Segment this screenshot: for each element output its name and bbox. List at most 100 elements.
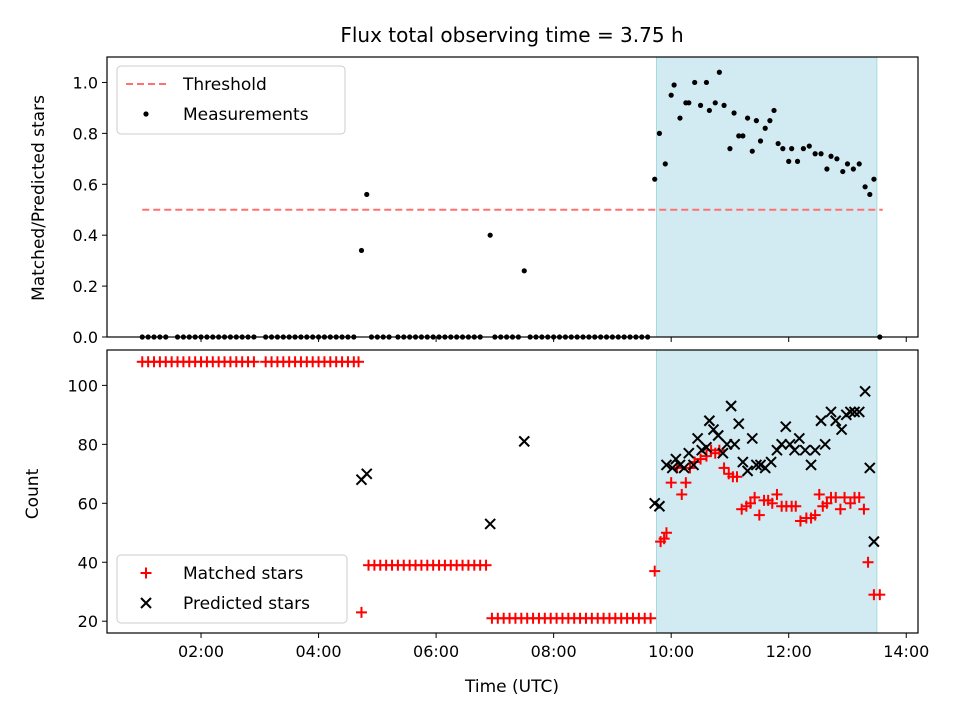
measurement-point — [731, 110, 737, 116]
measurement-point — [706, 107, 712, 114]
marker-stroke — [737, 456, 749, 468]
matched-star-marker — [839, 491, 851, 503]
measurement-point — [668, 92, 674, 98]
predicted-star-marker — [788, 444, 801, 456]
measurement-point — [812, 151, 818, 157]
predicted-star-marker — [799, 444, 811, 456]
y-tick-label: 60 — [78, 494, 98, 513]
measurement-point — [656, 130, 663, 136]
matched-star-marker — [731, 471, 743, 483]
predicted-star-marker — [868, 535, 880, 548]
y-tick-label: 0.6 — [73, 175, 98, 194]
marker-stroke — [660, 459, 673, 471]
matched-star-marker — [700, 450, 712, 462]
measurement-point — [789, 146, 795, 152]
measurement-point — [521, 268, 527, 274]
matched-star-marker — [676, 488, 688, 500]
measurement-point — [800, 146, 807, 152]
chart-title: Flux total observing time = 3.75 h — [340, 23, 683, 47]
marker-stroke — [750, 459, 763, 471]
predicted-star-marker — [864, 462, 876, 474]
legend-measurements-label: Measurements — [183, 105, 309, 125]
predicted-star-marker — [750, 459, 763, 471]
measurement-point — [721, 102, 727, 108]
matched-star-marker — [649, 565, 661, 577]
matched-star-marker — [480, 559, 492, 571]
marker-stroke — [653, 500, 666, 512]
measurement-point — [358, 247, 365, 254]
marker-stroke — [707, 423, 720, 436]
predicted-star-marker — [683, 447, 695, 459]
measurement-point — [727, 146, 733, 152]
matched-star-marker — [248, 356, 260, 368]
measurement-point — [818, 151, 824, 157]
marker-stroke — [678, 462, 690, 474]
measurement-point — [762, 125, 768, 131]
x-tick-label: 02:00 — [178, 642, 224, 661]
predicted-star-marker — [666, 462, 679, 474]
matched-star-marker — [844, 497, 856, 509]
marker-stroke — [825, 406, 837, 418]
predicted-star-marker — [737, 456, 749, 468]
marker-stroke — [518, 435, 530, 448]
predicted-star-marker — [660, 459, 673, 471]
predicted-star-marker — [775, 438, 788, 451]
x-tick-label: 12:00 — [766, 642, 812, 661]
predicted-star-marker — [733, 417, 745, 430]
measurement-point — [862, 184, 868, 190]
marker-stroke — [687, 459, 700, 471]
matched-star-marker — [874, 589, 886, 601]
observing-window-shade — [655, 349, 878, 634]
matched-star-marker — [809, 509, 821, 521]
marker-stroke — [848, 406, 861, 418]
matched-star-marker — [794, 515, 806, 527]
predicted-star-marker — [687, 459, 700, 471]
marker-stroke — [712, 429, 724, 442]
legend-predicted-swatch — [140, 597, 152, 609]
measurement-point — [786, 158, 792, 164]
legend-threshold-label: Threshold — [182, 75, 267, 95]
matched-star-marker — [813, 488, 825, 500]
predicted-star-marker — [844, 406, 857, 418]
predicted-star-marker — [848, 406, 861, 418]
predicted-star-marker — [653, 500, 666, 512]
matched-star-marker — [355, 606, 367, 618]
measurement-point — [775, 140, 781, 147]
observing-window-shade — [655, 56, 878, 338]
legend-box — [116, 554, 348, 624]
marker-stroke — [780, 420, 792, 433]
marker-stroke — [815, 415, 827, 427]
y-tick-label: 40 — [78, 553, 98, 572]
measurement-point — [744, 115, 751, 121]
predicted-star-marker — [518, 435, 530, 448]
measurement-point — [867, 191, 873, 198]
measurement-point — [692, 79, 698, 86]
marker-stroke — [717, 447, 729, 459]
matched-star-marker — [353, 356, 365, 368]
y-tick-label: 0.2 — [73, 277, 98, 296]
measurement-point — [652, 176, 658, 182]
measurement-point — [840, 168, 846, 175]
measurement-point — [767, 118, 773, 124]
marker-stroke — [844, 406, 857, 418]
predicted-star-marker — [859, 385, 871, 397]
measurement-point — [794, 158, 801, 164]
marker-stroke — [853, 406, 865, 418]
measurement-point — [736, 133, 742, 139]
matched-star-marker — [645, 612, 657, 624]
legend-predicted-label: Predicted stars — [183, 594, 310, 614]
x-tick-label: 06:00 — [413, 642, 459, 661]
marker-stroke — [741, 465, 754, 477]
marker-stroke — [799, 444, 811, 456]
predicted-star-marker — [809, 444, 821, 456]
matched-star-marker — [749, 491, 761, 503]
y-tick-label: 1.0 — [73, 73, 98, 92]
matched-star-marker — [790, 500, 802, 512]
top-panel: 0.0 0.2 0.4 0.6 0.8 1.0 Threshold Measurements — [73, 56, 919, 347]
marker-stroke — [765, 456, 777, 468]
measurement-point — [834, 156, 840, 162]
matched-star-marker — [745, 497, 757, 509]
matched-star-marker — [858, 503, 870, 515]
predicted-star-marker — [725, 400, 737, 412]
